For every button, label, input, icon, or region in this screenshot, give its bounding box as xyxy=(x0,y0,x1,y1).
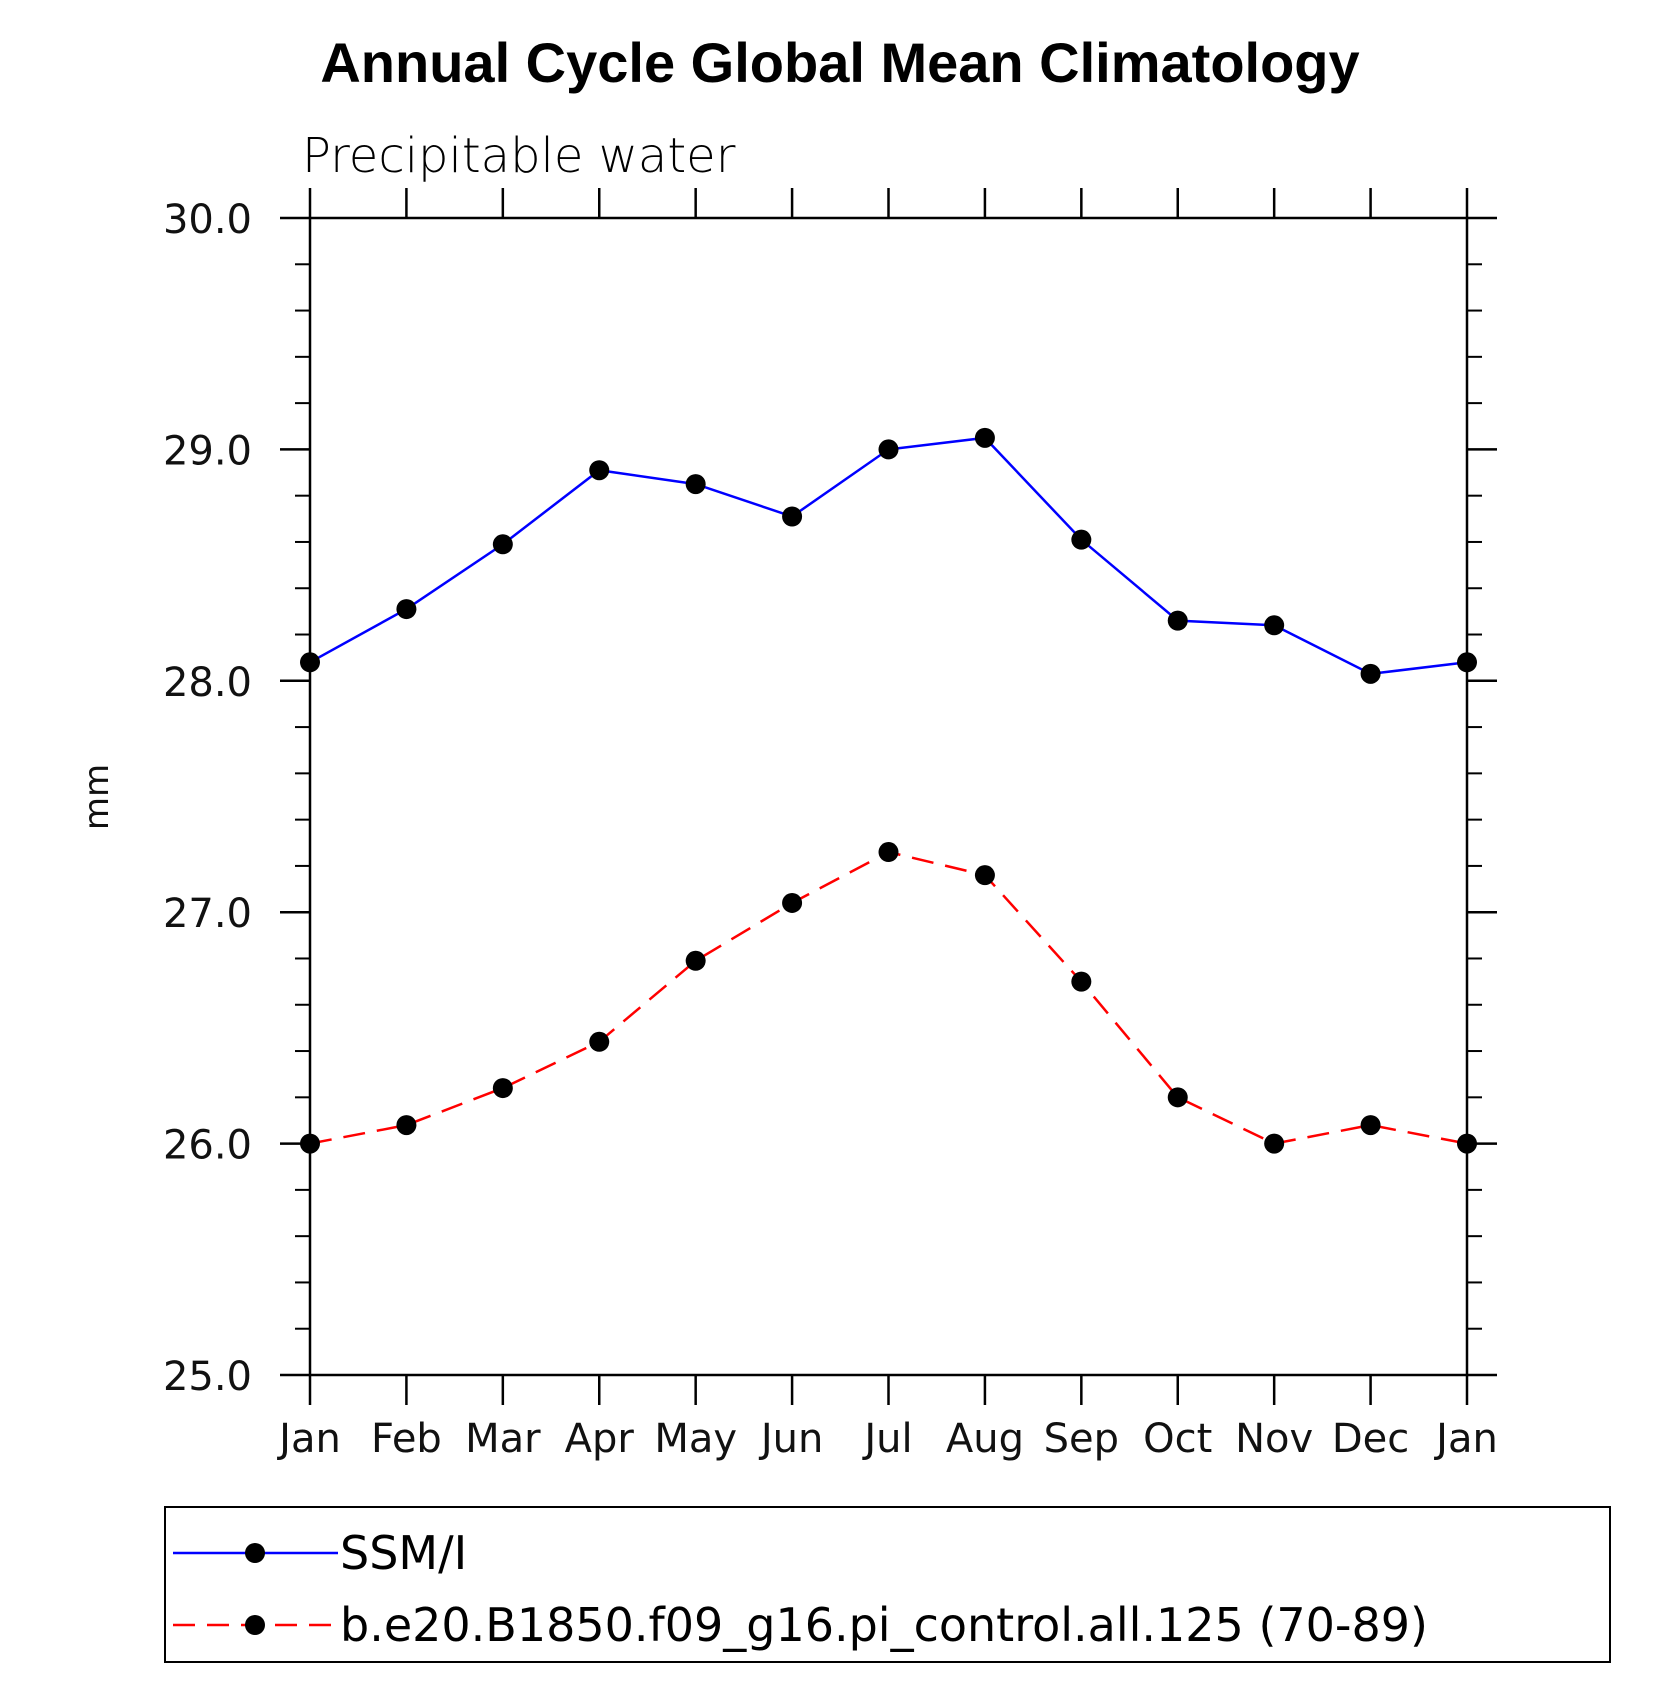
x-tick-label: Feb xyxy=(371,1416,442,1462)
x-tick-label: Aug xyxy=(946,1416,1024,1462)
data-point xyxy=(1167,1087,1188,1108)
x-tick-label: Jan xyxy=(1433,1416,1498,1462)
y-axis-label: mm xyxy=(77,764,117,830)
data-point xyxy=(492,534,513,555)
x-tick-label: Jan xyxy=(276,1416,341,1462)
legend-label-ssmi: SSM/I xyxy=(340,1526,467,1580)
data-point xyxy=(685,950,706,971)
series-line-0 xyxy=(309,436,1468,676)
x-tick-label: Jul xyxy=(861,1416,912,1462)
chart-subtitle: Precipitable water xyxy=(302,128,736,184)
series-0 xyxy=(300,427,1477,684)
y-axis-ticks: 25.0 26.0 27.0 28.0 29.0 30.0 xyxy=(163,197,1497,1400)
data-point xyxy=(878,439,899,460)
data-point xyxy=(1360,1115,1381,1136)
y-tick-label: 28.0 xyxy=(163,660,252,706)
plot-frame xyxy=(308,216,1469,1377)
data-point xyxy=(492,1078,513,1099)
legend: SSM/I b.e20.B1850.f09_g16.pi_control.all… xyxy=(164,1506,1611,1663)
data-point xyxy=(589,460,610,481)
data-point xyxy=(396,599,417,620)
data-point xyxy=(1071,971,1092,992)
y-tick-label: 26.0 xyxy=(163,1123,252,1169)
data-point xyxy=(1264,615,1285,636)
data-point xyxy=(685,474,706,495)
data-point xyxy=(782,506,803,527)
data-point xyxy=(1167,610,1188,631)
y-tick-label: 30.0 xyxy=(163,197,252,243)
chart-title: Annual Cycle Global Mean Climatology xyxy=(320,31,1359,94)
legend-entry-model: b.e20.B1850.f09_g16.pi_control.all.125 (… xyxy=(173,1598,1428,1652)
data-point xyxy=(300,652,320,673)
x-tick-label: May xyxy=(654,1416,737,1462)
data-point xyxy=(1457,1133,1477,1154)
x-tick-label: Sep xyxy=(1044,1416,1119,1462)
data-point xyxy=(1071,529,1092,550)
x-tick-label: Dec xyxy=(1332,1416,1409,1462)
x-tick-label: Mar xyxy=(465,1416,541,1462)
series-1 xyxy=(300,842,1477,1154)
data-point xyxy=(1360,663,1381,684)
series-line-1 xyxy=(309,850,1468,1145)
legend-label-model: b.e20.B1850.f09_g16.pi_control.all.125 (… xyxy=(340,1598,1428,1652)
data-point xyxy=(782,892,803,913)
data-point xyxy=(878,842,899,863)
plot-border xyxy=(308,216,1469,1377)
series-layer xyxy=(300,427,1477,1154)
legend-marker-model xyxy=(245,1615,265,1635)
x-axis-ticks: Jan Feb Mar Apr May Jun Jul Aug Sep Oct Nov Dec Jan xyxy=(276,188,1498,1462)
legend-box xyxy=(164,1506,1611,1663)
data-point xyxy=(1264,1133,1285,1154)
data-point xyxy=(396,1115,417,1136)
data-point xyxy=(974,427,995,448)
y-tick-label: 27.0 xyxy=(163,891,252,937)
legend-marker-ssmi xyxy=(245,1543,265,1563)
data-point xyxy=(300,1133,320,1154)
data-point xyxy=(1457,652,1477,673)
x-tick-label: Nov xyxy=(1235,1416,1313,1462)
data-point xyxy=(589,1031,610,1052)
legend-entry-ssmi: SSM/I xyxy=(173,1526,467,1580)
y-tick-label: 29.0 xyxy=(163,428,252,474)
x-tick-label: Apr xyxy=(565,1416,635,1462)
data-point xyxy=(974,865,995,886)
y-tick-label: 25.0 xyxy=(163,1354,252,1400)
x-tick-label: Jun xyxy=(758,1416,824,1462)
x-tick-label: Oct xyxy=(1143,1416,1212,1462)
